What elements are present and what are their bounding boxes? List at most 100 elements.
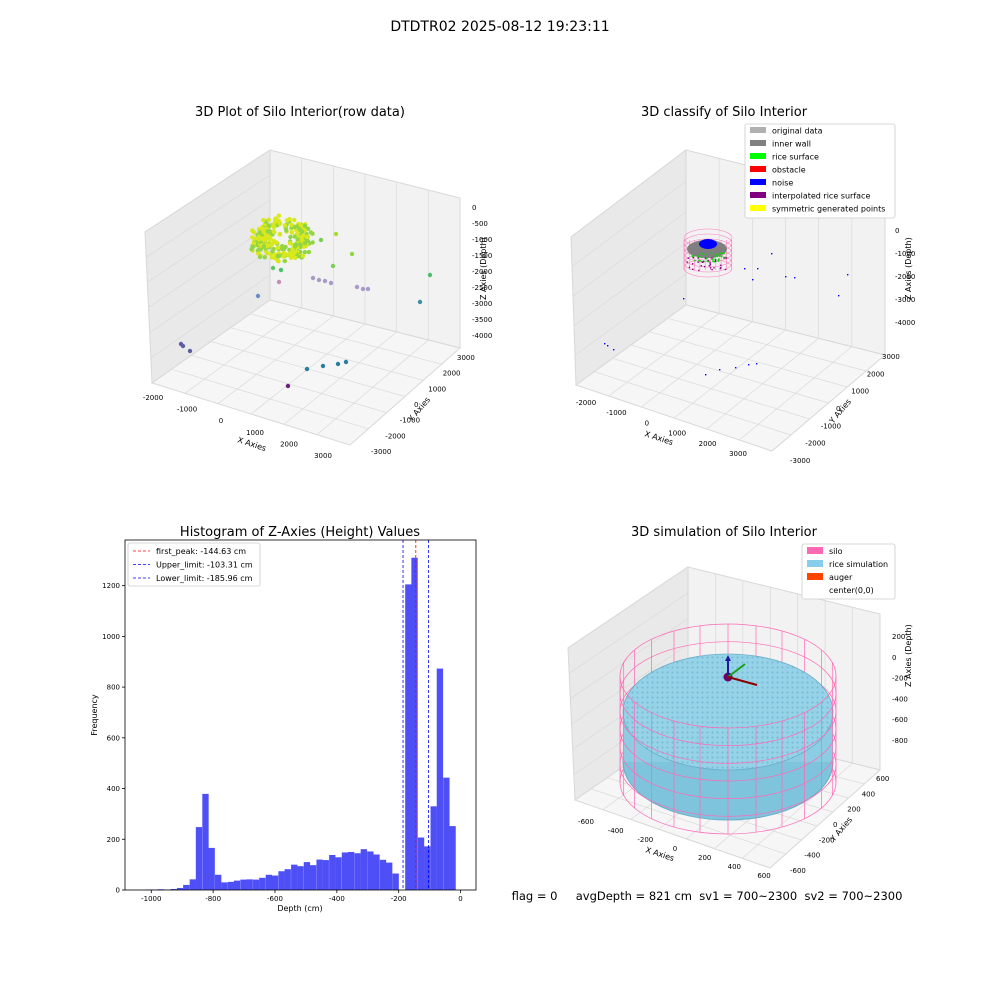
hist-bar xyxy=(379,859,387,890)
hist-bar xyxy=(208,847,215,890)
classify-rice-point xyxy=(699,260,701,262)
classify-interp-point xyxy=(692,257,694,259)
sim-legend-swatch xyxy=(807,547,823,554)
sim-zlabel: Z Axies (Depth) xyxy=(904,624,913,687)
classify-rice-point xyxy=(706,260,709,262)
hist-bar xyxy=(347,851,355,890)
hist-xtick: -1000 xyxy=(141,895,161,903)
hist-xtick: -200 xyxy=(391,895,407,903)
hist-legend: first_peak: -144.63 cm Upper_limit: -103.… xyxy=(127,542,261,587)
raw-point xyxy=(298,244,303,250)
raw-xtick: -1000 xyxy=(177,406,197,414)
raw-point xyxy=(271,222,276,227)
hist-ytick: 400 xyxy=(107,785,120,793)
classify-interp-point xyxy=(720,264,722,266)
raw-point xyxy=(306,249,312,255)
classify-noise-point xyxy=(613,349,615,351)
sim-ztick: 0 xyxy=(892,654,896,662)
sim-ytick: 600 xyxy=(876,775,889,783)
classify-ztick: -3000 xyxy=(895,296,915,304)
classify-ztick: -2000 xyxy=(895,273,915,281)
raw-point xyxy=(275,245,281,251)
classify-inner-wall xyxy=(687,240,727,258)
raw-zlabel: Z Axies (Depth) xyxy=(479,237,488,300)
classify-ztick: 0 xyxy=(895,227,899,235)
classify-interp-point xyxy=(692,268,694,270)
classify-interp-point xyxy=(711,257,713,259)
raw-point xyxy=(300,233,306,238)
classify-interp-point xyxy=(725,257,728,259)
classify-rice-point xyxy=(698,255,700,258)
classify-legend-label: rice surface xyxy=(772,153,819,162)
classify-rice-point xyxy=(691,255,693,257)
sim-xtick: -200 xyxy=(637,836,653,844)
classify-noise-point xyxy=(744,268,746,270)
sim-ytick: -200 xyxy=(819,836,835,844)
classify-ytick: 2000 xyxy=(867,370,885,378)
raw-point xyxy=(283,244,288,250)
classify-xtick: -2000 xyxy=(576,399,596,407)
raw-point xyxy=(257,254,263,260)
raw-point xyxy=(316,277,322,283)
sim-legend-swatch xyxy=(807,573,823,580)
sim-xtick: -600 xyxy=(578,818,594,826)
classify-interp-point xyxy=(720,266,722,269)
raw-point xyxy=(270,249,275,254)
raw-point xyxy=(277,221,283,226)
hist-bar xyxy=(335,857,342,890)
hist-bar xyxy=(443,777,450,890)
classify-rice-point xyxy=(698,259,700,262)
classify-rice-point xyxy=(700,256,703,259)
raw-point xyxy=(335,361,341,367)
hist-bar xyxy=(170,888,177,890)
hist-bar xyxy=(316,859,323,890)
status-footer: flag = 0 avgDepth = 821 cm sv1 = 700~230… xyxy=(512,889,903,903)
hist-bar xyxy=(240,879,247,890)
hist-bar xyxy=(195,827,203,890)
raw-point xyxy=(262,238,267,243)
raw-point xyxy=(300,253,306,259)
classify-rice-point xyxy=(697,255,699,257)
classify-interp-point xyxy=(701,261,704,263)
classify-noise-point xyxy=(604,343,606,345)
raw-point xyxy=(268,230,273,236)
classify-xtick: 2000 xyxy=(699,440,717,448)
raw-ytick: 3000 xyxy=(457,354,475,362)
panel-histogram: Histogram of Z-Axies (Height) Values -10… xyxy=(90,525,477,913)
classify-rice-point xyxy=(712,260,714,262)
sim-legend-label: silo xyxy=(829,547,843,556)
classify-interp-point xyxy=(713,267,715,269)
classify-ytick: 3000 xyxy=(882,353,900,361)
raw-point xyxy=(343,359,349,365)
hist-bar xyxy=(265,874,273,890)
raw-point xyxy=(257,230,263,236)
hist-legend-label: Upper_limit: -103.31 cm xyxy=(156,561,253,570)
raw-point xyxy=(292,250,297,255)
classify-interp-point xyxy=(703,265,706,268)
raw-ztick: -4000 xyxy=(472,332,492,340)
raw-point xyxy=(277,232,282,237)
classify-rice-point xyxy=(721,252,723,255)
raw-ytick: 2000 xyxy=(443,370,461,378)
classify-legend-swatch xyxy=(750,140,766,146)
hist-bar xyxy=(354,853,361,890)
hist-bar xyxy=(411,557,418,890)
classify-noise-point xyxy=(757,268,759,270)
classify-ytick: -3000 xyxy=(790,457,810,465)
classify-noise-point xyxy=(705,374,707,376)
raw-point xyxy=(261,244,267,249)
raw-point xyxy=(285,383,291,389)
hist-frame xyxy=(124,539,477,891)
panel-classify: 3D classify of Silo Interior -2000 -1000 0… xyxy=(570,105,915,465)
raw-point xyxy=(282,223,288,228)
panel-simulation: 3D simulation of Silo Interior -600 -400 -… xyxy=(567,525,913,880)
raw-xtick: 3000 xyxy=(314,452,332,460)
hist-bar xyxy=(309,865,317,890)
hist-bar xyxy=(259,877,266,890)
raw-ztick: -1500 xyxy=(472,252,492,260)
sim-xtick: -400 xyxy=(608,827,624,835)
hist-bar xyxy=(253,879,260,890)
hist-bar xyxy=(291,864,298,890)
hist-ylabel: Frequency xyxy=(90,694,99,736)
hist-xtick: 0 xyxy=(458,895,462,903)
